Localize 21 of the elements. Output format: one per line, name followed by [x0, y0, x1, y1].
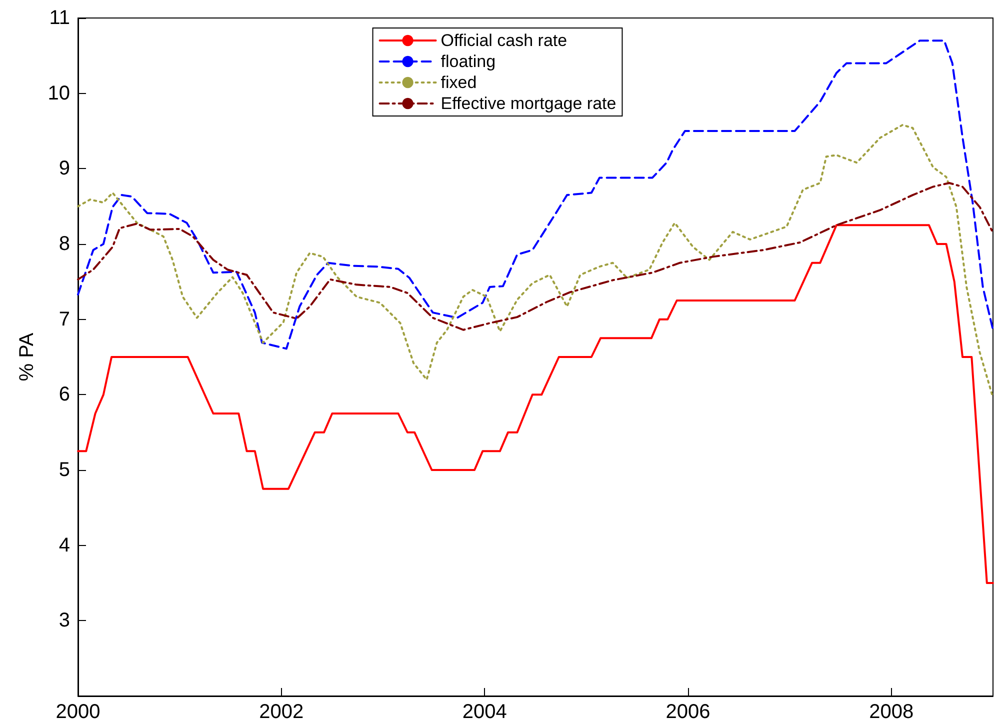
y-tick-label: 9 [58, 158, 70, 180]
legend-label: floating [440, 52, 496, 71]
x-tick-label: 2008 [869, 701, 914, 723]
line-series [77, 182, 994, 331]
legend-label: Official cash rate [440, 31, 568, 50]
legend-label: Effective mortgage rate [440, 94, 616, 113]
y-tick-label: 11 [49, 7, 70, 29]
x-tick-label: 2004 [462, 701, 507, 723]
legend-label: fixed [440, 73, 477, 92]
x-tick-label: 2006 [666, 701, 710, 723]
y-tick-label: 5 [58, 459, 70, 481]
y-tick-label: 7 [58, 308, 70, 330]
y-tick-label: 10 [48, 82, 70, 104]
x-tick-label: 2000 [56, 701, 100, 723]
y-tick-label: 8 [58, 233, 70, 255]
y-tick-label: 4 [58, 534, 70, 556]
y-tick-label: 3 [58, 610, 70, 632]
y-axis-title: % PA [16, 332, 38, 382]
y-tick-label: 6 [58, 384, 70, 406]
x-tick-label: 2002 [259, 701, 304, 723]
line-series [77, 224, 994, 584]
